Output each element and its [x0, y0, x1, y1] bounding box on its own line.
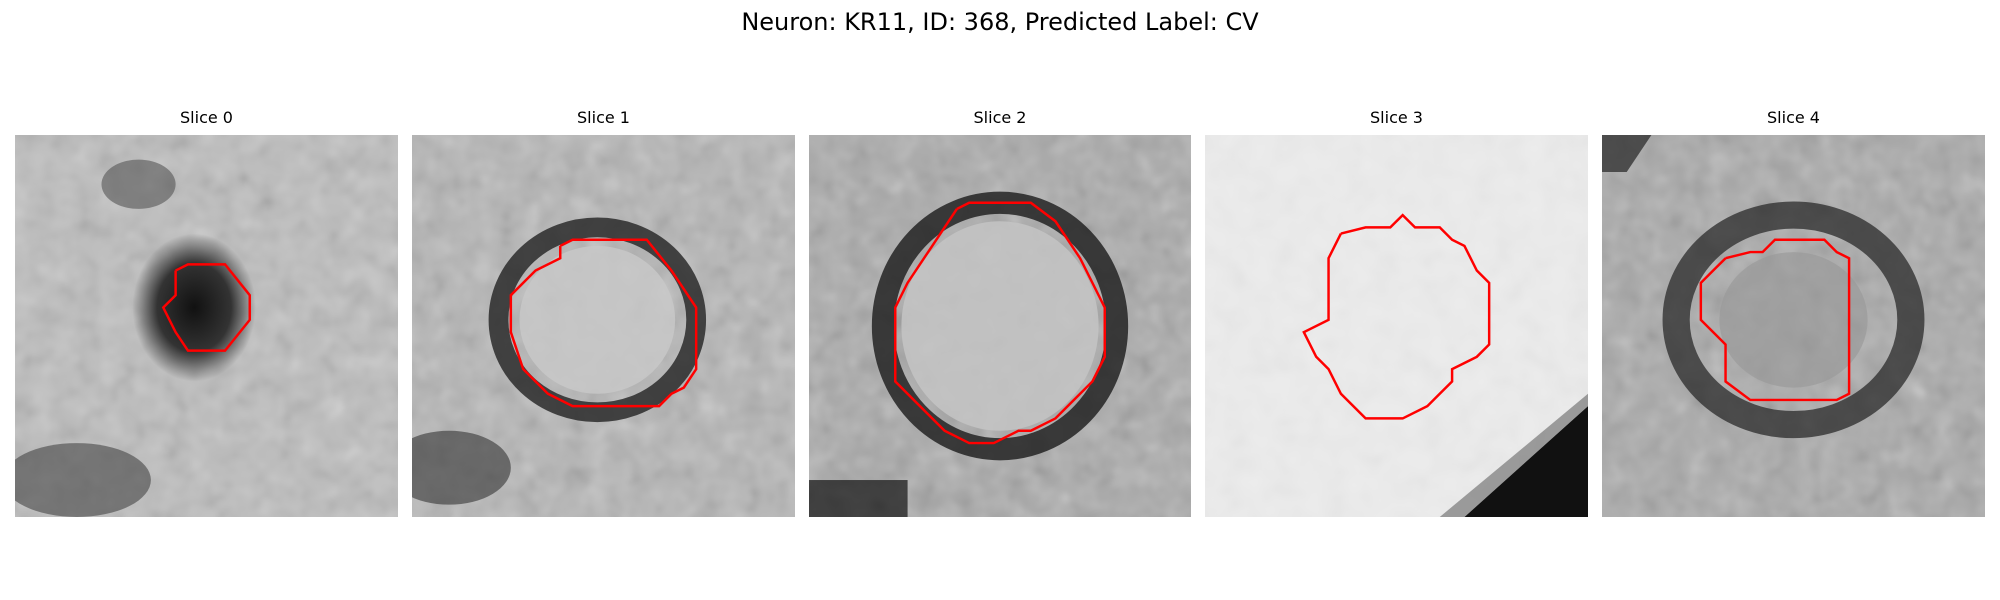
- slice-3-title: Slice 3: [1205, 108, 1588, 128]
- slice-2-title: Slice 2: [809, 108, 1191, 128]
- slice-4-title: Slice 4: [1602, 108, 1985, 128]
- slice-0-image: [15, 135, 398, 517]
- slice-2-image: [809, 135, 1191, 517]
- slice-1-title: Slice 1: [412, 108, 795, 128]
- slice-3-image: [1205, 135, 1588, 517]
- slice-4-image: [1602, 135, 1985, 517]
- figure-title: Neuron: KR11, ID: 368, Predicted Label: …: [0, 6, 2000, 38]
- slice-0-title: Slice 0: [15, 108, 398, 128]
- slice-1-image: [412, 135, 795, 517]
